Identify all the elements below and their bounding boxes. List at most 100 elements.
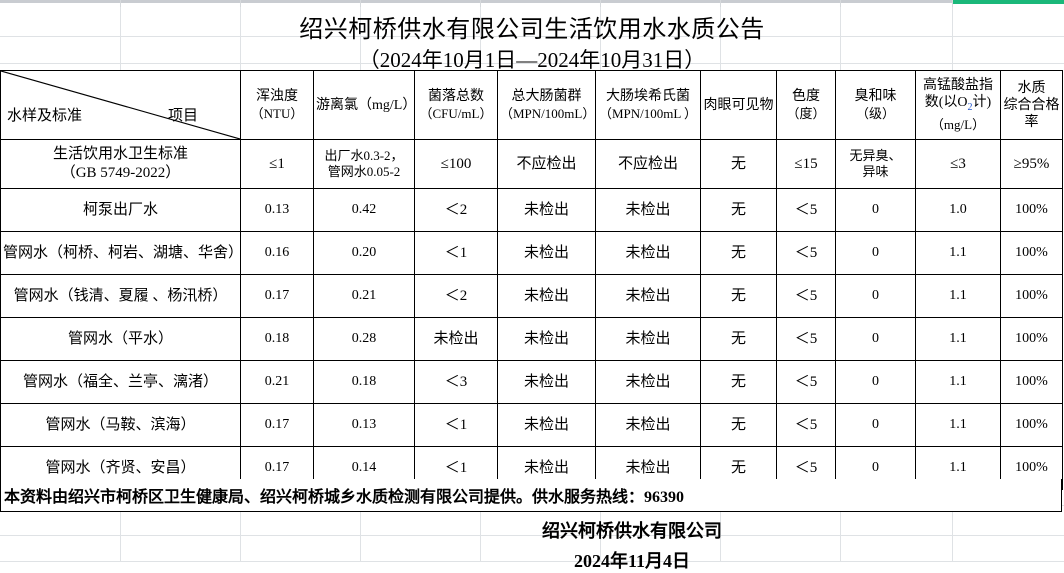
data-cell: 1.0: [915, 188, 1001, 232]
data-cell: 1.1: [915, 360, 1001, 404]
data-cell: 0.16: [240, 231, 314, 275]
cell-text: ≤3: [950, 156, 966, 172]
column-header-ecoli: 大肠埃希氏菌 （MPN/100mL ）: [595, 70, 701, 140]
data-cell: 未检出: [497, 403, 596, 447]
corner-col-label: 项目: [167, 108, 198, 124]
column-header-chroma: 色度 （度）: [776, 70, 836, 140]
standard-value-cell: 出厂水0.3-2， 管网水0.05-2: [313, 139, 415, 189]
data-cell: 0.21: [313, 274, 415, 318]
header-unit: （NTU）: [250, 106, 304, 121]
data-cell: ＜5: [776, 231, 836, 275]
table-row: 管网水（福全、兰亭、漓渚） 0.21 0.18 ＜3 未检出 未检出无＜5 0 1.1 100%: [0, 360, 1063, 404]
standard-name-line1: 生活饮用水卫生标准: [52, 146, 188, 162]
data-cell: ＜3: [414, 360, 498, 404]
data-cell: 未检出: [497, 317, 596, 361]
data-cell: 0: [835, 274, 916, 318]
cell-text: ≤15: [794, 156, 818, 172]
standard-name-line2: （GB 5749-2022）: [60, 165, 181, 181]
sheet-gridline: [0, 63, 1064, 64]
sheet-gridline: [0, 36, 1064, 37]
data-cell: 0.28: [313, 317, 415, 361]
data-cell: 未检出: [595, 403, 701, 447]
data-cell: 0: [835, 317, 916, 361]
data-cell: 未检出: [595, 188, 701, 232]
scrollbar-thumb[interactable]: [953, 0, 1064, 4]
spreadsheet-canvas[interactable]: 绍兴柯桥供水有限公司生活饮用水水质公告 （2024年10月1日—2024年10月…: [0, 7, 1064, 571]
data-cell: 1.1: [915, 231, 1001, 275]
data-cell: 未检出: [497, 274, 596, 318]
header-name: 水质: [1017, 80, 1046, 96]
diagonal-divider-icon: [1, 71, 240, 139]
data-cell: 未检出: [497, 231, 596, 275]
cell-text: ≥95%: [1013, 156, 1050, 172]
grid-line: [240, 0, 241, 7]
data-cell: 0.20: [313, 231, 415, 275]
header-name: 游离氯（mg/L）: [316, 97, 417, 113]
scrollbar-track[interactable]: [0, 0, 1064, 3]
column-header-permanganate-index: 高锰酸盐指数(以O2计) （mg/L）: [915, 70, 1001, 140]
cell-text: 异味: [862, 164, 889, 179]
header-unit: 综合合格率: [1003, 97, 1060, 130]
standard-value-cell: ≤15: [776, 139, 836, 189]
standard-row-label: 生活饮用水卫生标准 （GB 5749-2022）: [0, 139, 241, 189]
data-cell: 无: [700, 317, 777, 361]
data-cell: ＜5: [776, 274, 836, 318]
data-cell: ＜5: [776, 403, 836, 447]
corner-header-cell: 水样及标准 项目: [0, 70, 241, 140]
data-cell: 1.1: [915, 274, 1001, 318]
data-cell: 未检出: [595, 274, 701, 318]
top-scroll-strip[interactable]: [0, 0, 1064, 7]
data-cell: 未检出: [595, 231, 701, 275]
standard-value-cell: 无: [700, 139, 777, 189]
data-cell: 未检出: [497, 188, 596, 232]
header-name: 高锰酸盐指数(以O2计): [923, 78, 993, 113]
data-cell: 0.13: [313, 403, 415, 447]
sample-name-cell: 柯泵出厂水: [0, 188, 241, 232]
data-cell: 0.17: [240, 274, 314, 318]
standard-value-cell: ≥95%: [1000, 139, 1063, 189]
header-unit: （度）: [786, 106, 826, 121]
data-cell: 无: [700, 231, 777, 275]
header-name: 总大肠菌群: [511, 89, 582, 104]
sample-name-cell: 管网水（平水）: [0, 317, 241, 361]
data-cell: 0.13: [240, 188, 314, 232]
cell-text: 不应检出: [617, 156, 678, 172]
standard-value-cell: 不应检出: [595, 139, 701, 189]
cell-text: ≤1: [269, 156, 285, 172]
data-cell: 无: [700, 274, 777, 318]
grid-line: [360, 0, 361, 7]
data-cell: 0: [835, 360, 916, 404]
data-cell: 0.21: [240, 360, 314, 404]
data-cell: ＜2: [414, 274, 498, 318]
data-cell: 未检出: [595, 360, 701, 404]
table-row: 管网水（马鞍、滨海） 0.17 0.13 ＜1 未检出 未检出无＜5 0 1.1 100%: [0, 403, 1063, 447]
header-unit: （mg/L）: [930, 116, 986, 132]
cell-text: 管网水0.05-2: [327, 164, 401, 179]
data-cell: 未检出: [595, 317, 701, 361]
data-cell: 100%: [1000, 360, 1063, 404]
header-name: 菌落总数: [428, 89, 484, 104]
data-cell: 100%: [1000, 188, 1063, 232]
table-row: 管网水（钱清、夏履 、杨汛桥） 0.17 0.21 ＜2 未检出 未检出无＜5 0 1.1 10…: [0, 274, 1063, 318]
signature-date: 2024年11月4日: [573, 551, 690, 571]
column-header-colony-count: 菌落总数 （CFU/mL）: [414, 70, 498, 140]
data-cell: 未检出: [497, 360, 596, 404]
data-cell: 100%: [1000, 403, 1063, 447]
sample-name-cell: 管网水（柯桥、柯岩、湖塘、华舍）: [0, 231, 243, 275]
water-quality-table: 水样及标准 项目 浑浊度 （NTU） 游离氯（mg/L） 菌落总数 （CFU/m…: [0, 70, 1063, 490]
column-header-turbidity: 浑浊度 （NTU）: [240, 70, 314, 140]
data-cell: 0.17: [240, 403, 314, 447]
page-title: 绍兴柯桥供水有限公司生活饮用水水质公告: [299, 17, 765, 43]
standard-row: 生活饮用水卫生标准 （GB 5749-2022） ≤1 出厂水0.3-2， 管网水0.0…: [0, 139, 1063, 189]
header-unit: （CFU/mL）: [419, 106, 493, 121]
table-body: 生活饮用水卫生标准 （GB 5749-2022） ≤1 出厂水0.3-2， 管网水0.0…: [0, 139, 1063, 490]
data-cell: ＜5: [776, 188, 836, 232]
footer-note: 本资料由绍兴市柯桥区卫生健康局、绍兴柯桥城乡水质检测有限公司提供。供水服务热线：…: [0, 479, 1062, 512]
corner-row-label: 水样及标准: [7, 108, 83, 124]
data-cell: 100%: [1000, 274, 1063, 318]
report-period: （2024年10月1日—2024年10月31日）: [358, 48, 706, 72]
grid-line: [600, 0, 601, 7]
cell-text: 无: [730, 156, 746, 172]
grid-line: [720, 0, 721, 7]
column-header-total-coliform: 总大肠菌群 （MPN/100mL）: [497, 70, 596, 140]
